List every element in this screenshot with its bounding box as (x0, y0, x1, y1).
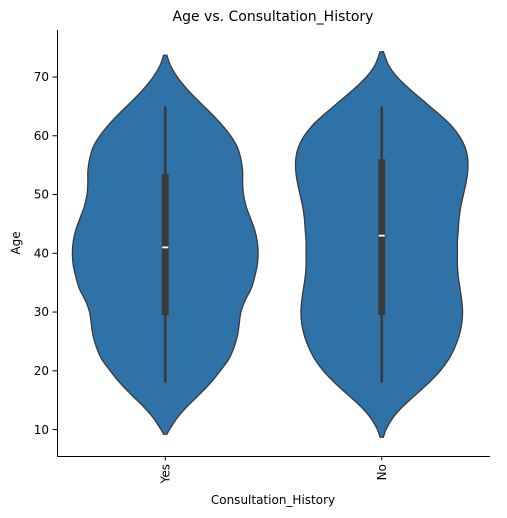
iqr-box-no (378, 159, 386, 315)
x-tick-label: Yes (158, 464, 172, 484)
iqr-box-yes (161, 173, 169, 315)
x-ticks: Yes No (158, 456, 389, 484)
y-tick-label: 50 (34, 188, 49, 202)
violins-layer (71, 51, 469, 438)
x-axis-title: Consultation_History (211, 493, 335, 507)
y-tick-label: 30 (34, 305, 49, 319)
y-ticks: 10 20 30 40 50 60 70 (34, 70, 57, 437)
y-tick-label: 20 (34, 364, 49, 378)
y-tick-label: 70 (34, 70, 49, 84)
y-tick-label: 40 (34, 246, 49, 260)
x-tick-label: No (375, 464, 389, 480)
boxes-layer (161, 106, 386, 383)
y-tick-label: 60 (34, 129, 49, 143)
y-axis-title: Age (9, 231, 23, 254)
y-tick-label: 10 (34, 423, 49, 437)
chart-title: Age vs. Consultation_History (173, 9, 374, 25)
